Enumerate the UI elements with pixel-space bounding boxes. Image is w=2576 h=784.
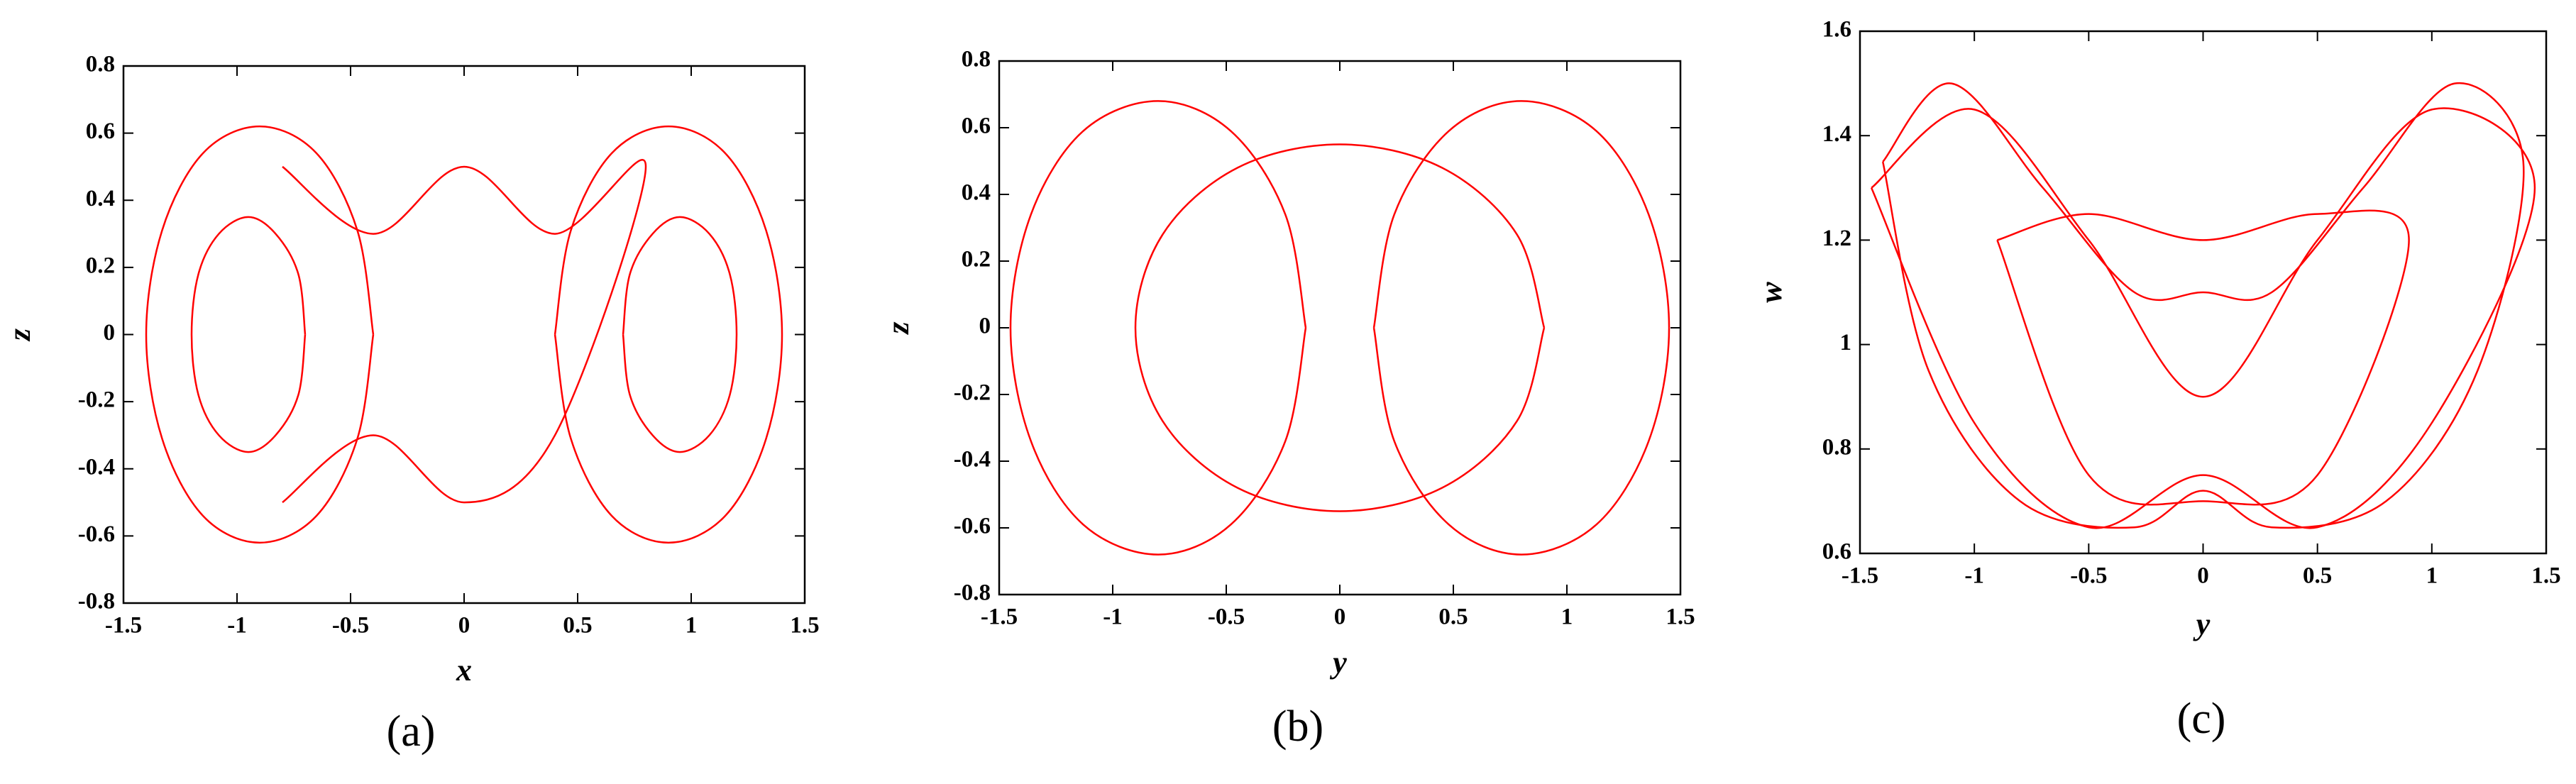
x-axis-label: y bbox=[1329, 645, 1347, 680]
y-tick-label: -0.8 bbox=[78, 589, 115, 614]
trajectory bbox=[1134, 143, 1546, 512]
trajectory bbox=[1870, 107, 2536, 529]
y-tick-label: 0.6 bbox=[962, 114, 991, 139]
x-axis-label: y bbox=[2193, 607, 2211, 641]
y-tick-label: 0 bbox=[104, 320, 116, 346]
x-tick-label: 1 bbox=[686, 613, 698, 639]
y-tick-label: -0.6 bbox=[78, 521, 115, 547]
y-tick-label: 1.6 bbox=[1822, 17, 1851, 43]
y-axis-label: z bbox=[881, 321, 915, 335]
x-tick-label: -1.5 bbox=[1842, 563, 1878, 589]
x-tick-label: 0.5 bbox=[1438, 604, 1468, 630]
trajectory bbox=[1009, 100, 1307, 556]
x-tick-label: 0.5 bbox=[563, 613, 592, 639]
x-tick-label: 0 bbox=[458, 613, 470, 639]
y-tick-label: 0.6 bbox=[1822, 539, 1851, 565]
x-axis-label: x bbox=[456, 653, 472, 688]
x-tick-label: -1 bbox=[227, 613, 247, 639]
y-tick-label: 0.2 bbox=[86, 253, 115, 278]
y-tick-label: 0.8 bbox=[962, 47, 991, 72]
x-tick-label: -0.5 bbox=[2070, 563, 2107, 589]
y-tick-label: 1.4 bbox=[1822, 121, 1851, 147]
trajectory bbox=[1882, 82, 2525, 529]
y-tick-label: -0.2 bbox=[954, 380, 991, 406]
x-tick-label: 1.5 bbox=[1666, 604, 1695, 630]
x-tick-label: -0.5 bbox=[332, 613, 369, 639]
x-tick-label: -1 bbox=[1103, 604, 1123, 630]
y-tick-label: 0.4 bbox=[962, 180, 991, 206]
axes-box bbox=[122, 65, 806, 604]
panel-caption: (c) bbox=[2177, 695, 2226, 743]
trajectory bbox=[190, 216, 307, 453]
y-tick-label: 0.6 bbox=[86, 118, 115, 144]
y-axis-label: z bbox=[2, 328, 37, 342]
y-tick-label: 0.4 bbox=[86, 186, 115, 211]
x-tick-label: 1.5 bbox=[2531, 563, 2560, 589]
trajectory bbox=[1372, 100, 1670, 556]
y-tick-label: -0.4 bbox=[78, 454, 115, 480]
y-tick-label: 1 bbox=[1840, 330, 1852, 355]
y-tick-label: 0.2 bbox=[962, 247, 991, 272]
y-tick-label: -0.4 bbox=[954, 447, 991, 473]
x-tick-label: -1 bbox=[1964, 563, 1984, 589]
trajectory bbox=[282, 159, 647, 504]
panel-caption: (a) bbox=[387, 707, 436, 756]
x-tick-label: 1.5 bbox=[790, 613, 819, 639]
y-tick-label: 0.8 bbox=[1822, 434, 1851, 460]
x-tick-label: -1.5 bbox=[981, 604, 1018, 630]
trajectory bbox=[622, 216, 738, 453]
x-tick-label: -0.5 bbox=[1208, 604, 1245, 630]
x-tick-label: 1 bbox=[2426, 563, 2438, 589]
y-tick-label: 0.8 bbox=[86, 52, 115, 77]
trajectory bbox=[554, 125, 783, 544]
y-tick-label: 0 bbox=[979, 314, 991, 339]
y-tick-label: -0.6 bbox=[954, 514, 991, 539]
x-tick-label: 0 bbox=[1334, 604, 1346, 630]
x-tick-label: 1 bbox=[1561, 604, 1573, 630]
trajectory bbox=[145, 125, 375, 544]
y-tick-label: 1.2 bbox=[1822, 226, 1851, 251]
y-tick-label: -0.2 bbox=[78, 387, 115, 413]
y-tick-label: -0.8 bbox=[954, 580, 991, 606]
x-tick-label: 0 bbox=[2197, 563, 2209, 589]
x-tick-label: 0.5 bbox=[2303, 563, 2332, 589]
trajectory bbox=[1996, 209, 2410, 506]
y-axis-label: w bbox=[1754, 282, 1788, 303]
axes-box bbox=[998, 60, 1682, 596]
x-tick-label: -1.5 bbox=[105, 613, 142, 639]
panel-caption: (b) bbox=[1272, 702, 1323, 751]
